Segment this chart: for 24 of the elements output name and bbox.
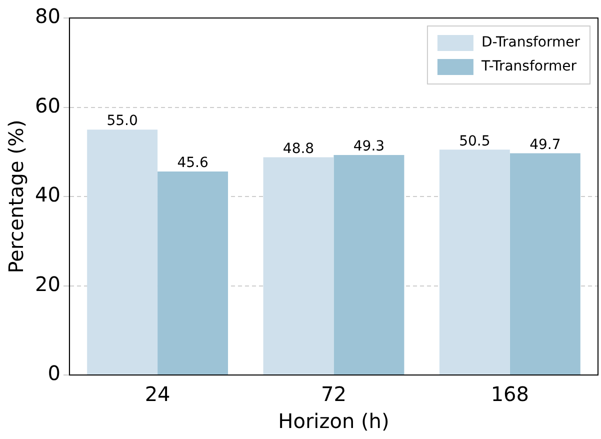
data-label: 45.6	[177, 155, 208, 172]
y-axis-title: Percentage (%)	[4, 120, 28, 274]
bar	[439, 150, 510, 374]
bar	[158, 172, 228, 374]
legend-label: D-Transformer	[481, 34, 580, 51]
y-tick-label: 0	[48, 361, 60, 386]
bar	[263, 157, 334, 374]
y-tick-label: 20	[34, 272, 60, 296]
legend-label: T-Transformer	[480, 58, 577, 75]
bar	[510, 153, 580, 374]
y-tick-label: 80	[34, 4, 60, 28]
data-label: 50.5	[459, 133, 490, 150]
x-tick-label: 168	[490, 382, 529, 406]
data-label: 55.0	[106, 113, 138, 130]
bar	[87, 130, 158, 374]
data-label: 49.7	[530, 136, 561, 153]
x-tick-label: 72	[321, 382, 346, 406]
x-axis-title: Horizon (h)	[278, 409, 390, 434]
y-tick-label: 40	[34, 182, 60, 207]
y-tick-label: 60	[34, 93, 60, 118]
bar	[334, 155, 404, 374]
data-label: 49.3	[353, 138, 385, 155]
data-label: 48.8	[282, 140, 314, 157]
x-tick-label: 24	[144, 382, 170, 406]
